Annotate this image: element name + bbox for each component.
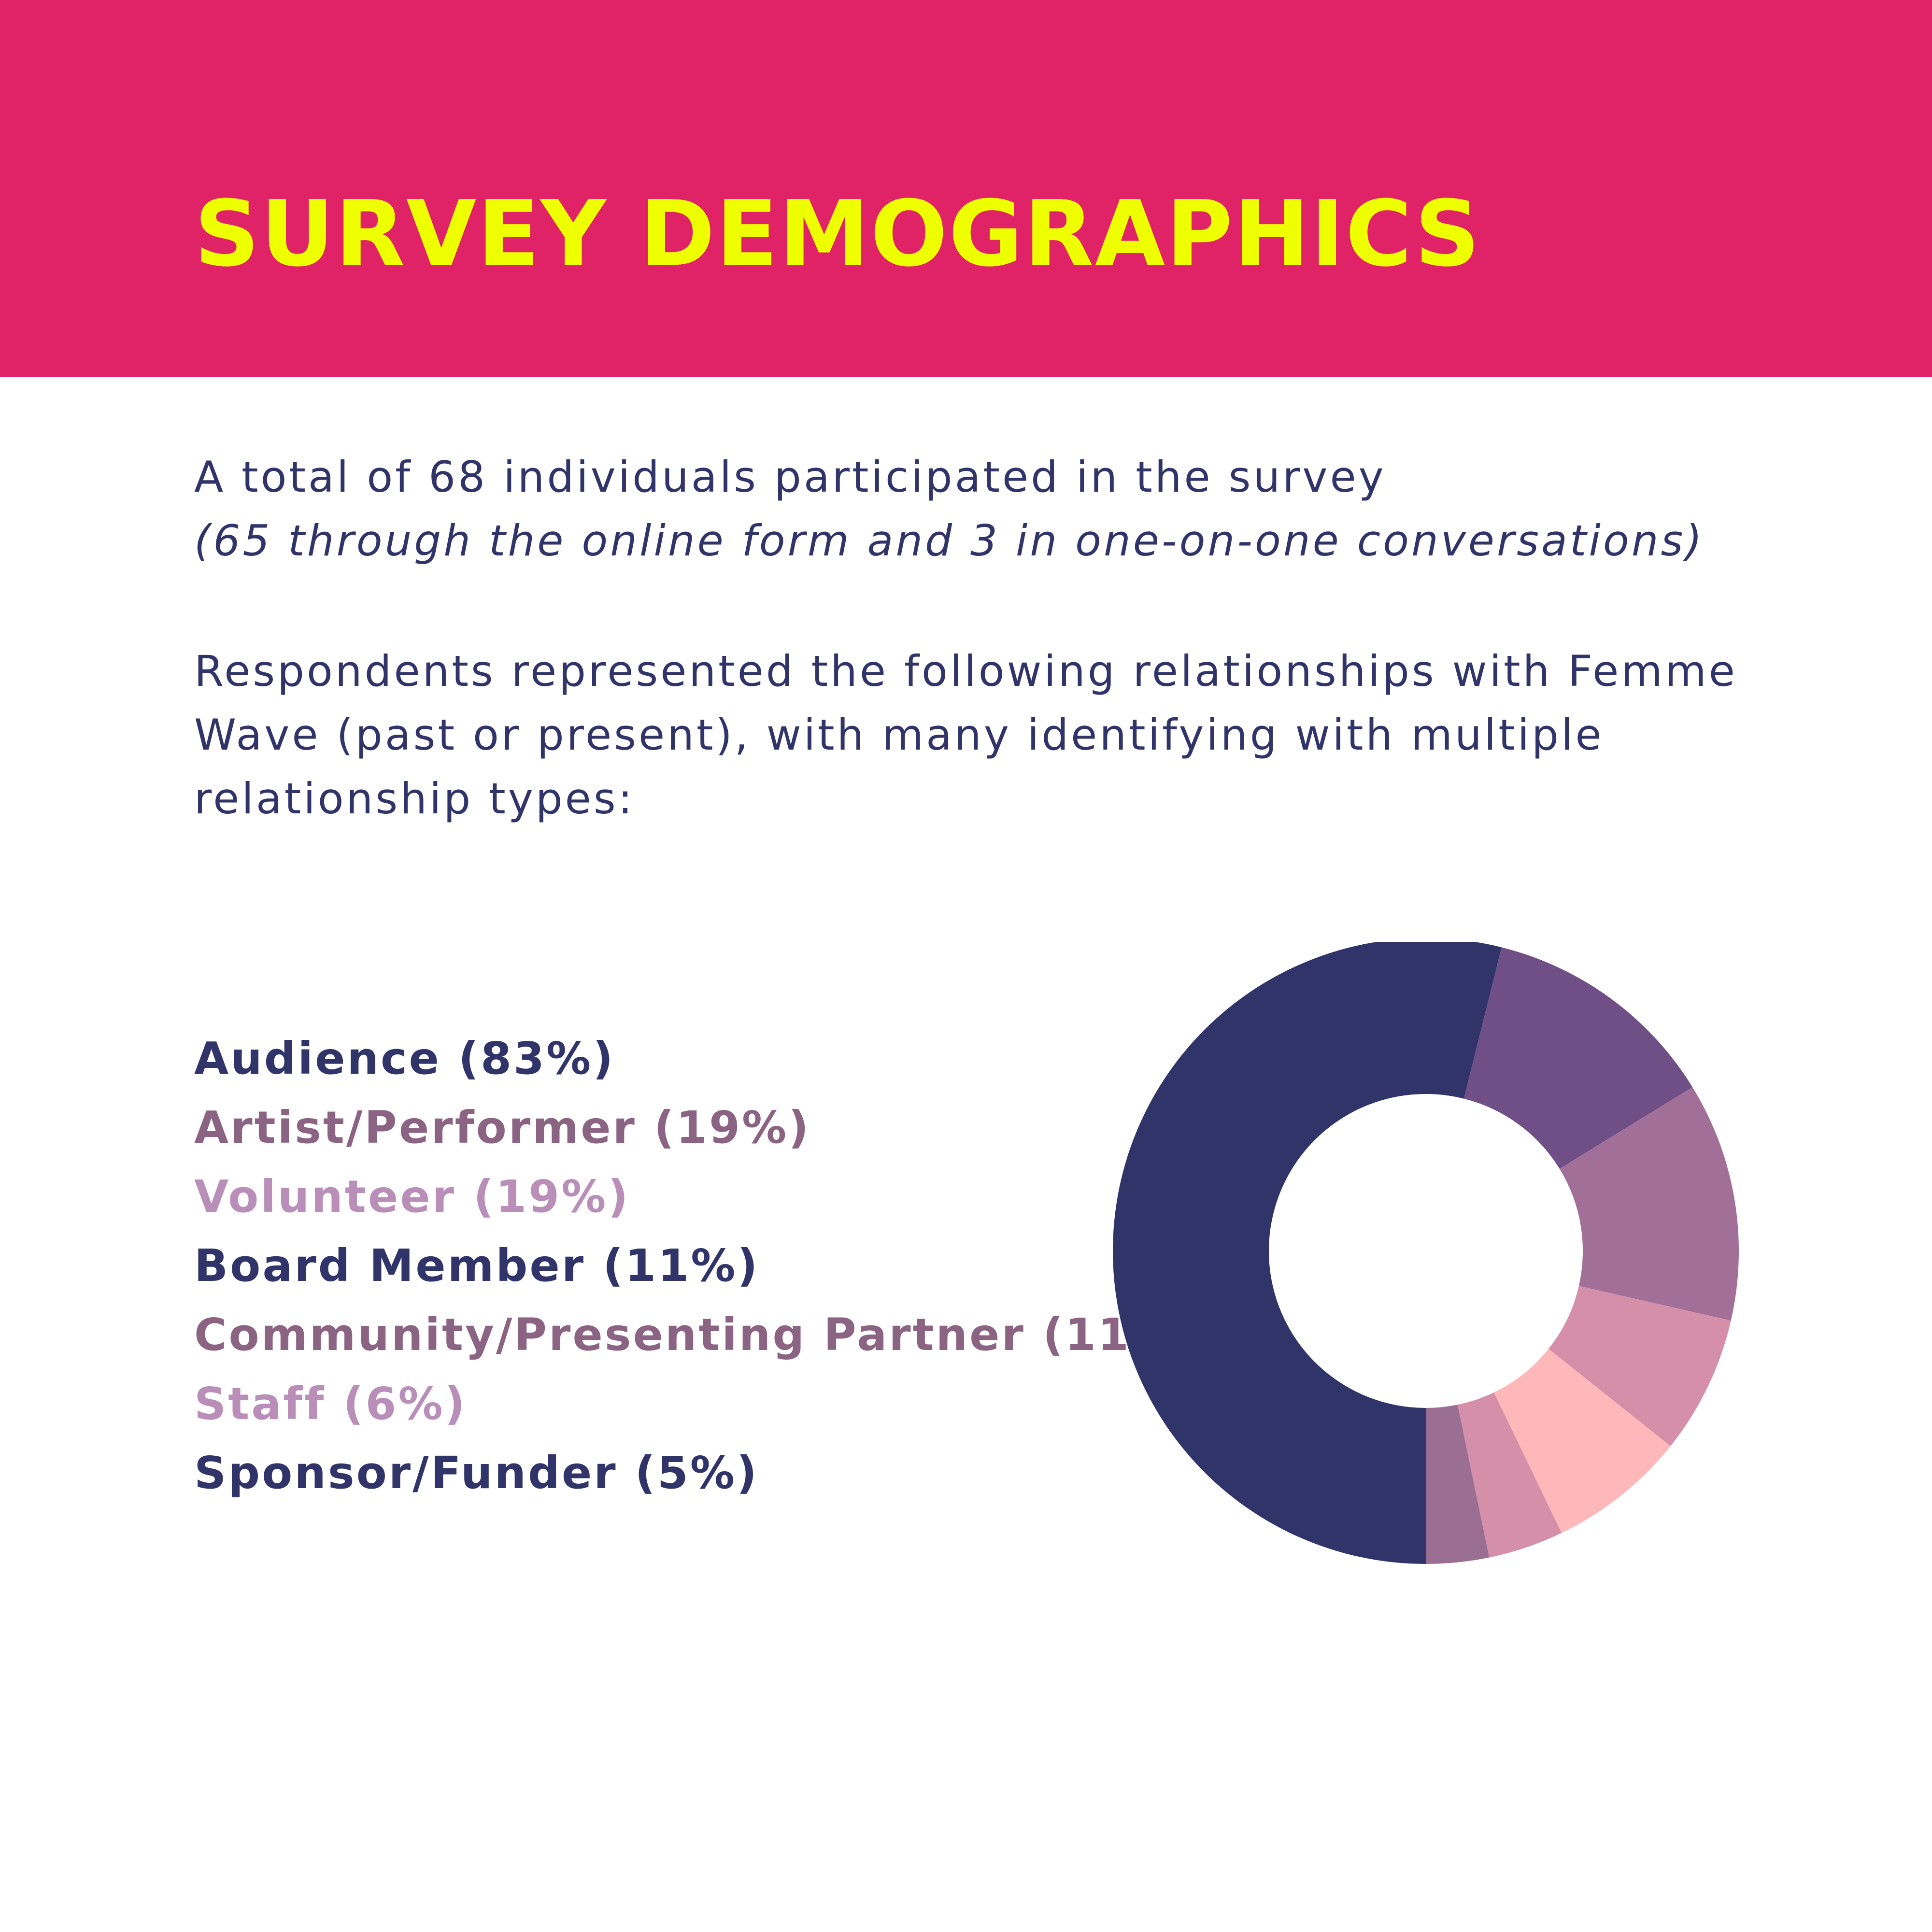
intro-text: A total of 68 individuals participated i… — [194, 445, 1788, 831]
intro-para2-line-3: relationship types: — [194, 774, 635, 824]
legend-item-audience: Audience (83%) — [194, 1033, 615, 1084]
intro-line-1: A total of 68 individuals participated i… — [194, 452, 1386, 502]
legend-item-artist-performer: Artist/Performer (19%) — [194, 1102, 811, 1153]
donut-chart — [1113, 942, 1739, 1564]
donut-slice-audience — [1113, 942, 1502, 1564]
page-title: SURVEY DEMOGRAPHICS — [194, 181, 1481, 287]
donut-slice-staff — [1457, 1392, 1562, 1558]
donut-slice-board-member — [1548, 1286, 1731, 1447]
donut-slice-volunteer — [1559, 1087, 1739, 1321]
donut-slice-community-presenting-partner — [1494, 1349, 1671, 1533]
intro-para2-line-1: Respondents represented the following re… — [194, 646, 1737, 696]
intro-para2-line-2: Wave (past or present), with many identi… — [194, 710, 1604, 760]
legend-item-volunteer: Volunteer (19%) — [194, 1171, 630, 1222]
legend-item-staff: Staff (6%) — [194, 1378, 467, 1430]
chart-legend: Audience (83%) Artist/Performer (19%) Vo… — [194, 1024, 1200, 1507]
legend-item-sponsor-funder: Sponsor/Funder (5%) — [194, 1447, 759, 1499]
header-band: SURVEY DEMOGRAPHICS — [0, 0, 1932, 377]
legend-item-community-partner: Community/Presenting Partner (11%) — [194, 1309, 1200, 1361]
legend-item-board-member: Board Member (11%) — [194, 1240, 760, 1292]
donut-slice-artist-performer — [1463, 947, 1693, 1169]
paragraph-spacer — [194, 573, 1788, 639]
donut-slice-sponsor-funder — [1426, 1405, 1490, 1564]
intro-line-2: (65 through the online form and 3 in one… — [194, 516, 1705, 566]
